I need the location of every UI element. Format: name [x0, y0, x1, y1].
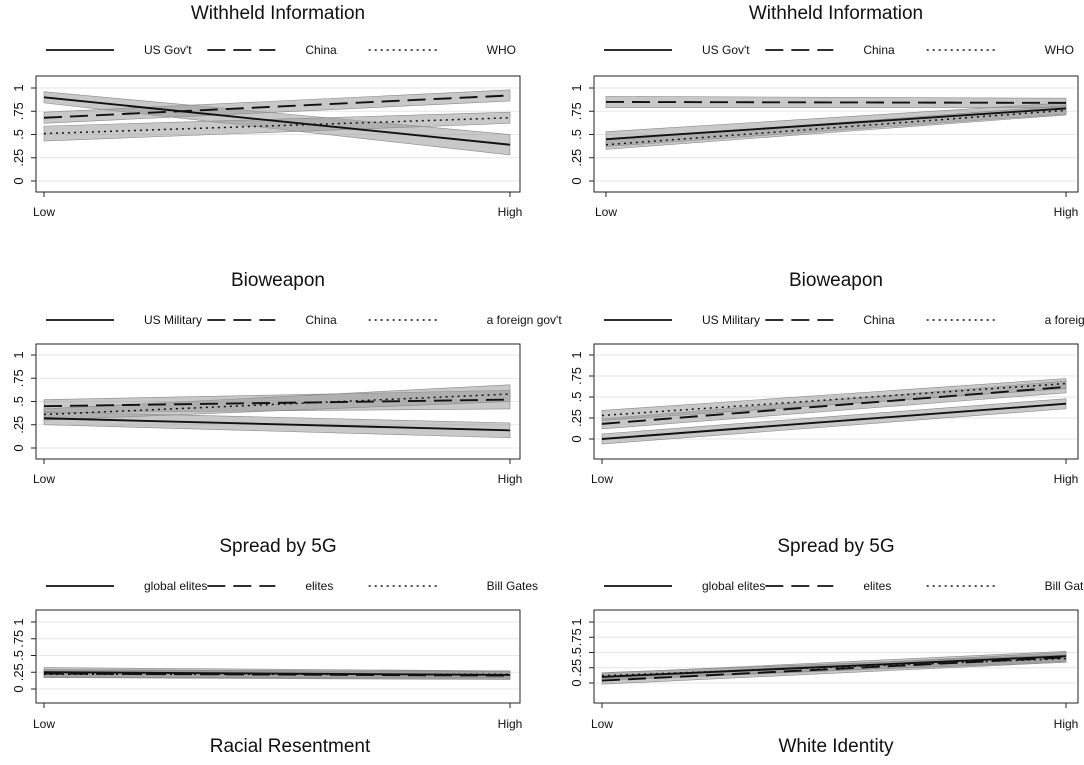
legend-label: China [863, 313, 895, 327]
y-tick-label: .25 [11, 416, 26, 434]
y-tick-label: .25 [569, 409, 584, 427]
y-tick-label: .25 [569, 149, 584, 167]
y-tick-label: .5 [569, 647, 584, 658]
y-tick-label: 0 [569, 435, 584, 442]
y-tick-label: .5 [569, 392, 584, 403]
chart-panel-rr-withheld: Withheld Information US Gov't China WHO 0 .25… [11, 3, 522, 219]
plot-frame [35, 609, 521, 704]
x-tick-label: Low [33, 472, 55, 486]
chart-title: Withheld Information [749, 3, 923, 24]
y-tick-label: .25 [11, 663, 26, 681]
x-tick-label: Low [33, 717, 55, 731]
ci-band [601, 378, 1067, 421]
ci-band [43, 111, 511, 142]
y-tick-label: .75 [11, 102, 26, 120]
x-tick-label: High [1054, 205, 1079, 219]
legend-label: WHO [487, 43, 516, 57]
y-tick-label: .5 [569, 129, 584, 140]
series-line [43, 417, 511, 432]
legend-label: US Gov't [144, 43, 192, 57]
y-tick-label: .75 [569, 628, 584, 646]
chart-title: Spread by 5G [219, 536, 336, 557]
legend-label: China [305, 43, 337, 57]
y-tick-label: .75 [569, 367, 584, 385]
series-line [43, 671, 511, 676]
legend-label: elites [305, 579, 333, 593]
chart-title: Bioweapon [231, 270, 325, 291]
chart-title: Withheld Information [191, 3, 365, 24]
chart-panel-rr-bioweapon: Bioweapon US Military China a foreign gov't… [11, 270, 562, 486]
y-tick-label: 1 [569, 351, 584, 358]
legend-label: China [863, 43, 895, 57]
chart-panel-wi-5g: Spread by 5G global elites elites Bill Gate… [569, 536, 1084, 731]
legend-label: WHO [1045, 43, 1074, 57]
legend-label: a foreign gov't [1045, 313, 1084, 327]
y-tick-label: .25 [11, 149, 26, 167]
x-tick-label: High [498, 717, 523, 731]
x-tick-label: High [498, 472, 523, 486]
legend-label: China [305, 313, 337, 327]
legend-label: elites [863, 579, 891, 593]
legend-label: a foreign gov't [487, 313, 563, 327]
legend-label: global elites [144, 579, 207, 593]
chart-panel-wi-bioweapon: Bioweapon US Military China a foreign gov't… [569, 270, 1084, 486]
x-tick-label: Low [591, 717, 613, 731]
x-tick-label: High [498, 205, 523, 219]
x-tick-label: High [1054, 717, 1079, 731]
legend-label: global elites [702, 579, 765, 593]
y-tick-label: 0 [569, 679, 584, 686]
series-line [605, 109, 1067, 146]
legend-label: Bill Gates [487, 579, 538, 593]
y-tick-label: 1 [569, 84, 584, 91]
legend-label: US Military [702, 313, 760, 327]
y-tick-label: 0 [569, 177, 584, 184]
y-tick-label: .5 [11, 396, 26, 407]
y-tick-label: .75 [569, 102, 584, 120]
x-axis-label-left: Racial Resentment [210, 736, 371, 757]
y-tick-label: .5 [11, 650, 26, 661]
series-line [601, 402, 1067, 440]
x-tick-label: Low [591, 472, 613, 486]
x-tick-label: High [1054, 472, 1079, 486]
x-axis-label-right: White Identity [778, 736, 894, 757]
x-tick-label: Low [595, 205, 617, 219]
y-tick-label: 1 [569, 618, 584, 625]
legend-label: US Military [144, 313, 202, 327]
y-tick-label: .75 [11, 630, 26, 648]
ci-band [43, 384, 511, 421]
x-tick-label: Low [33, 205, 55, 219]
y-tick-label: 0 [11, 444, 26, 451]
y-tick-label: .25 [569, 659, 584, 677]
y-tick-label: .5 [11, 129, 26, 140]
chart-panel-rr-5g: Spread by 5G global elites elites Bill Gate… [11, 536, 538, 731]
y-tick-label: 0 [11, 685, 26, 692]
series-line [605, 107, 1067, 141]
y-tick-label: 0 [11, 177, 26, 184]
series-line [43, 96, 511, 146]
chart-title: Spread by 5G [777, 536, 894, 557]
y-tick-label: 1 [11, 618, 26, 625]
ci-band [43, 89, 511, 124]
y-tick-label: 1 [11, 351, 26, 358]
series-line [601, 655, 1067, 678]
chart-panel-wi-withheld: Withheld Information US Gov't China WHO 0 .25… [569, 3, 1079, 219]
legend-label: US Gov't [702, 43, 750, 57]
chart-title: Bioweapon [789, 270, 883, 291]
y-tick-label: 1 [11, 84, 26, 91]
legend-label: Bill Gates [1045, 579, 1084, 593]
y-tick-label: .75 [11, 369, 26, 387]
